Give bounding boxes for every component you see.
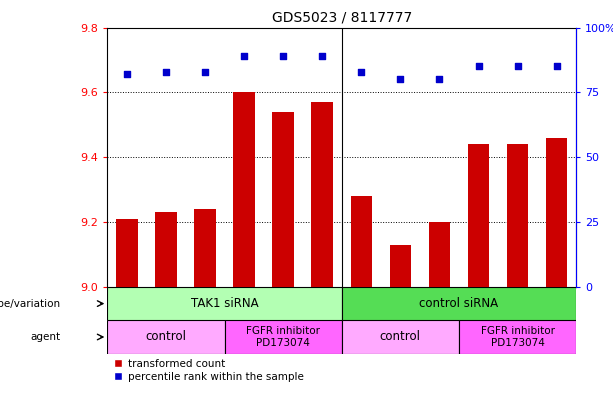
Legend: transformed count, percentile rank within the sample: transformed count, percentile rank withi… (112, 359, 304, 382)
Bar (272, 112, 294, 287)
Bar (224, 320, 341, 354)
Point (552, 63, 562, 70)
Text: control: control (380, 331, 421, 343)
Text: control siRNA: control siRNA (419, 297, 498, 310)
Point (395, 76, 405, 83)
Bar (107, 320, 224, 354)
Bar (311, 102, 333, 287)
Point (474, 63, 484, 70)
Bar (194, 209, 216, 287)
Point (200, 68, 210, 75)
Text: FGFR inhibitor
PD173074: FGFR inhibitor PD173074 (481, 326, 555, 348)
Point (356, 68, 366, 75)
Title: GDS5023 / 8117777: GDS5023 / 8117777 (272, 11, 412, 25)
Bar (107, 287, 341, 320)
Bar (341, 287, 576, 320)
Bar (234, 92, 255, 287)
Bar (341, 320, 459, 354)
Bar (507, 144, 528, 287)
Text: agent: agent (30, 332, 60, 342)
Text: control: control (145, 331, 186, 343)
Text: genotype/variation: genotype/variation (0, 299, 60, 309)
Point (161, 68, 171, 75)
Point (318, 53, 327, 59)
Bar (428, 222, 450, 287)
Bar (468, 144, 489, 287)
Point (512, 63, 522, 70)
Bar (116, 219, 137, 287)
Point (122, 71, 132, 77)
Point (435, 76, 444, 83)
Point (239, 53, 249, 59)
Text: FGFR inhibitor
PD173074: FGFR inhibitor PD173074 (246, 326, 320, 348)
Bar (459, 320, 576, 354)
Bar (351, 196, 372, 287)
Bar (155, 212, 177, 287)
Point (278, 53, 288, 59)
Text: TAK1 siRNA: TAK1 siRNA (191, 297, 258, 310)
Bar (390, 245, 411, 287)
Bar (546, 138, 568, 287)
